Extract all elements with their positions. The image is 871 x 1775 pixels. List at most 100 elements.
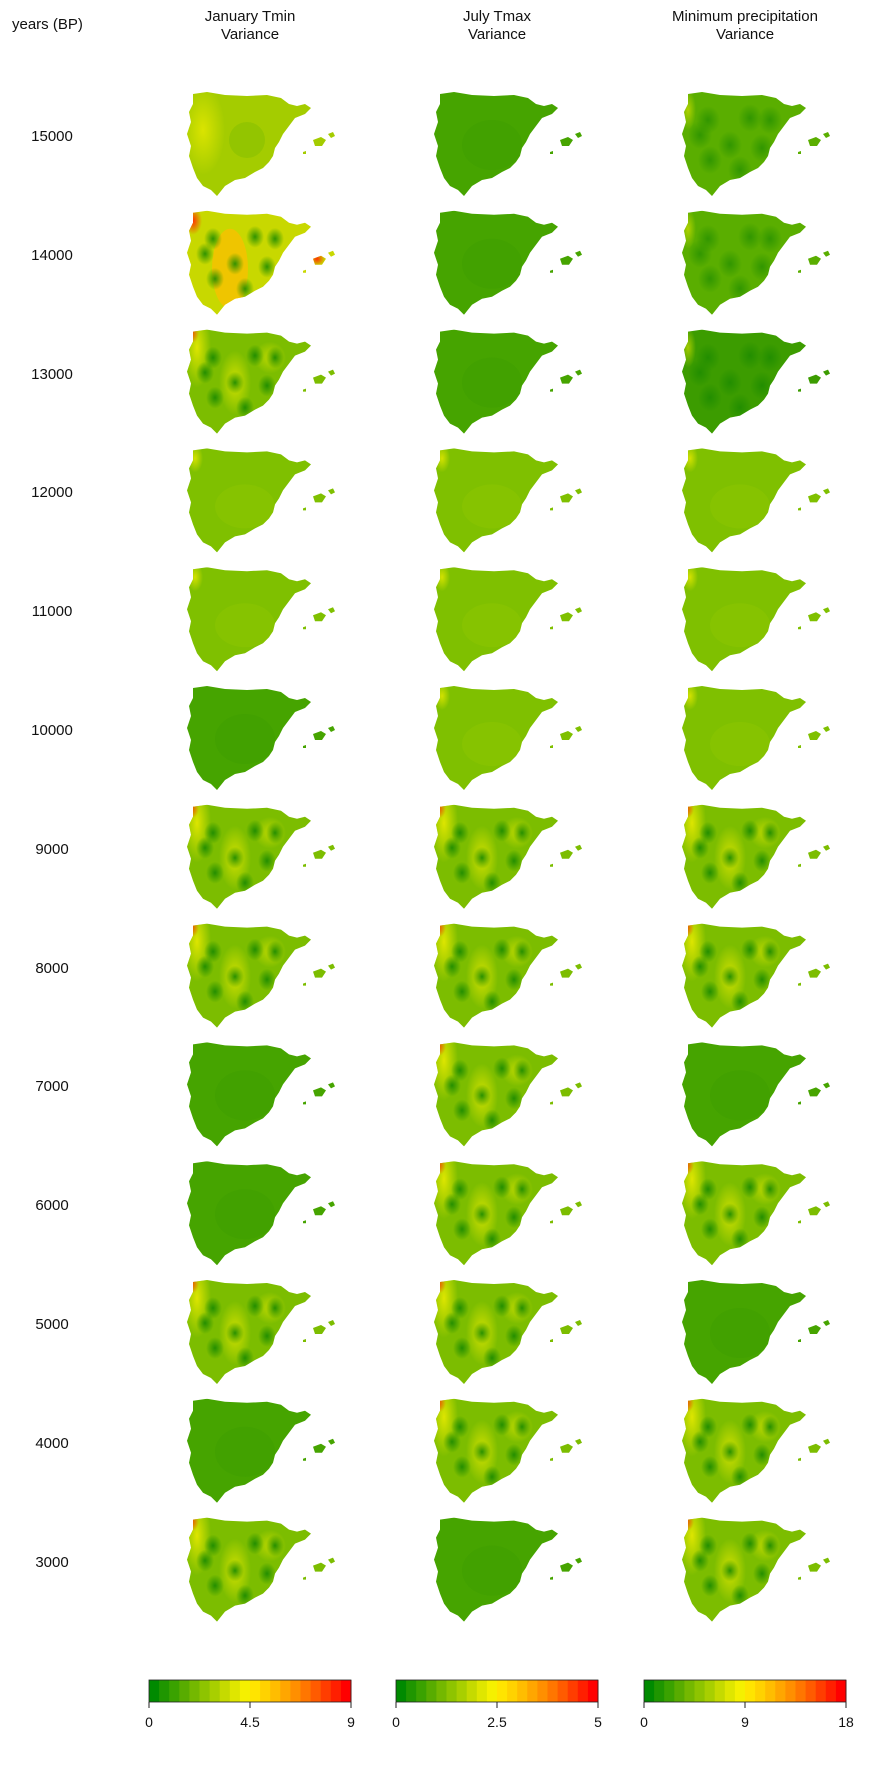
colorbar-1-swatch: [229, 1680, 241, 1702]
colorbar-1-swatch: [270, 1680, 281, 1702]
map-4000-col3: [682, 1398, 830, 1503]
colorbar-3-swatch: [654, 1680, 665, 1702]
colorbar-3-swatch: [775, 1680, 786, 1702]
colorbar-2-swatch: [466, 1680, 478, 1702]
column-title-1-line1: January Tmin: [204, 8, 296, 25]
year-label-11000: 11000: [31, 603, 73, 621]
colorbar-2-swatch: [486, 1680, 498, 1702]
colorbar-2-swatch: [537, 1680, 548, 1702]
map-8000-col2: [434, 923, 582, 1028]
column-title-1: January Tmin Variance: [140, 8, 360, 44]
column-title-3-line1: Minimum precipitation: [672, 8, 818, 25]
colorbar-1-swatch: [330, 1680, 342, 1702]
colorbar-3-swatch: [674, 1680, 685, 1702]
map-3000-col3: [682, 1517, 830, 1622]
year-label-7000: 7000: [35, 1078, 69, 1096]
colorbar-2-swatch: [396, 1680, 407, 1702]
colorbar-3-swatch: [644, 1680, 655, 1702]
map-14000-col3: [682, 210, 830, 315]
colorbar-3-swatch: [785, 1680, 796, 1702]
map-12000-col1: [187, 448, 335, 553]
colorbar-1-swatch: [179, 1680, 190, 1702]
map-11000-col3: [682, 567, 830, 672]
colorbar-1-swatch: [189, 1680, 200, 1702]
colorbar-2-tick-0: 0: [392, 1714, 400, 1730]
colorbar-3-swatch: [745, 1680, 756, 1702]
colorbar-3-swatch: [765, 1680, 776, 1702]
colorbar-3-tick-0: 0: [640, 1714, 648, 1730]
colorbar-3-swatch: [684, 1680, 695, 1702]
year-label-5000: 5000: [35, 1316, 69, 1333]
year-label-15000: 15000: [31, 128, 73, 145]
colorbar-3: [643, 1679, 847, 1708]
colorbar-2-swatch: [567, 1680, 579, 1702]
map-15000-col1: [187, 92, 335, 196]
colorbar-2-swatch: [557, 1680, 569, 1702]
map-5000-col2: [434, 1280, 582, 1384]
colorbar-2-swatch: [547, 1680, 559, 1702]
map-5000-col1: [187, 1280, 335, 1384]
colorbar-3-swatch: [815, 1680, 827, 1702]
map-4000-col2: [434, 1398, 582, 1503]
year-label-8000: 8000: [35, 959, 69, 977]
colorbar-2-swatch: [497, 1680, 508, 1702]
colorbar-3-swatch: [805, 1680, 817, 1702]
column-title-2-line2: Variance: [467, 26, 527, 43]
colorbar-2-swatch: [507, 1680, 518, 1702]
map-8000-col3: [682, 923, 830, 1028]
colorbar-1-swatch: [250, 1680, 261, 1702]
year-label-3000: 3000: [35, 1553, 69, 1571]
colorbar-2-swatch: [577, 1680, 589, 1702]
map-11000-col2: [434, 567, 582, 672]
colorbar-1-swatch: [260, 1680, 271, 1702]
colorbar-3-swatch: [755, 1680, 766, 1702]
colorbar-1-swatch: [310, 1680, 322, 1702]
map-15000-col2: [434, 92, 582, 196]
colorbar-3-swatch: [825, 1680, 837, 1702]
colorbar-1-swatch: [159, 1680, 170, 1702]
map-6000-col3: [682, 1161, 830, 1266]
colorbar-2-swatch: [476, 1680, 488, 1702]
map-12000-col3: [682, 448, 830, 553]
colorbar-3-swatch: [664, 1680, 675, 1702]
map-15000-col3: [682, 92, 830, 196]
colorbar-2-swatch: [436, 1680, 447, 1702]
map-9000-col3: [682, 804, 830, 909]
year-label-13000: 13000: [31, 365, 73, 383]
column-title-2: July Tmax Variance: [387, 8, 607, 44]
colorbar-1-swatch: [219, 1680, 231, 1702]
colorbar-1-swatch: [280, 1680, 291, 1702]
year-label-12000: 12000: [31, 484, 73, 502]
colorbar-3-swatch: [795, 1680, 807, 1702]
map-8000-col1: [187, 923, 335, 1028]
map-3000-col2: [434, 1517, 582, 1622]
colorbar-1-swatch: [169, 1680, 180, 1702]
colorbar-3-swatch: [835, 1680, 847, 1702]
colorbar-1-tick-9: 9: [347, 1714, 355, 1730]
column-title-2-line1: July Tmax: [462, 8, 532, 25]
colorbar-2-swatch: [446, 1680, 458, 1702]
colorbar-2-swatch: [406, 1680, 417, 1702]
year-label-9000: 9000: [35, 840, 69, 858]
year-label-4000: 4000: [35, 1434, 69, 1452]
colorbar-1-swatch: [300, 1680, 312, 1702]
colorbar-1-tick-0: 0: [145, 1714, 153, 1730]
colorbar-3-tick-18: 18: [838, 1714, 854, 1730]
column-title-1-line2: Variance: [220, 26, 280, 43]
map-13000-col2: [434, 329, 582, 434]
map-9000-col1: [187, 804, 335, 909]
colorbar-2-swatch: [426, 1680, 437, 1702]
colorbar-1: [148, 1679, 352, 1708]
colorbar-2-swatch: [456, 1680, 468, 1702]
colorbar-1-swatch: [199, 1680, 211, 1702]
colorbar-3-swatch: [704, 1680, 716, 1702]
map-7000-col2: [434, 1042, 582, 1147]
colorbar-2-tick-2.5: 2.5: [487, 1714, 507, 1730]
colorbar-1-swatch: [340, 1680, 352, 1702]
map-14000-col1: [187, 210, 335, 315]
colorbar-3-swatch: [714, 1680, 726, 1702]
map-10000-col3: [682, 686, 830, 790]
colorbar-1-swatch: [320, 1680, 332, 1702]
colorbar-3-swatch: [734, 1680, 746, 1702]
